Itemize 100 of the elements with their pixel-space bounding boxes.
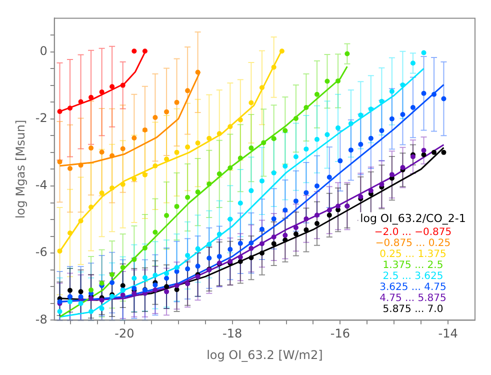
point xyxy=(441,96,446,102)
point xyxy=(293,231,298,236)
point xyxy=(132,290,137,296)
point xyxy=(282,164,288,169)
y-tick-label: -4 xyxy=(35,178,48,192)
point xyxy=(185,252,190,258)
point xyxy=(259,178,264,184)
text: 0.25 ... 1.375 xyxy=(380,248,446,260)
point xyxy=(238,254,243,260)
point xyxy=(282,208,288,213)
text: 3.625 ... 4.75 xyxy=(380,282,446,293)
point xyxy=(282,232,288,238)
text: −2.0 ... −0.875 xyxy=(374,226,452,238)
point xyxy=(174,265,180,270)
point xyxy=(164,213,170,218)
point xyxy=(304,146,309,152)
x-tick-label: -20 xyxy=(114,326,134,341)
point xyxy=(68,299,73,304)
point xyxy=(120,182,126,187)
x-axis-title: log OI_63.2 [W/m2] xyxy=(206,348,323,362)
point xyxy=(248,240,254,246)
point xyxy=(164,284,170,290)
point xyxy=(174,204,180,209)
point xyxy=(326,174,332,180)
point xyxy=(142,246,148,251)
point xyxy=(304,104,309,110)
point xyxy=(324,132,330,138)
point xyxy=(152,163,158,168)
point xyxy=(282,238,288,242)
point xyxy=(410,104,416,110)
point xyxy=(132,276,137,281)
point xyxy=(271,234,276,240)
point xyxy=(279,48,284,54)
point xyxy=(132,176,137,182)
point xyxy=(110,272,115,278)
point xyxy=(304,227,309,232)
point xyxy=(88,146,94,151)
y-tick-label: 0 xyxy=(40,44,48,58)
point xyxy=(389,172,394,178)
point xyxy=(228,165,233,170)
text: 5.875 ... 7.0 xyxy=(382,304,444,315)
text: −0.875 ... 0.25 xyxy=(375,238,451,249)
text: 1.375 ... 2.5 xyxy=(382,260,444,271)
point xyxy=(99,150,104,155)
point xyxy=(228,216,233,222)
point xyxy=(379,182,384,187)
y-axis-title: log Mgas [Msun] xyxy=(13,120,28,219)
point xyxy=(195,246,200,252)
point xyxy=(99,306,104,311)
point xyxy=(248,188,254,194)
point xyxy=(68,288,73,293)
point xyxy=(314,212,320,218)
point xyxy=(120,82,126,88)
point xyxy=(293,116,298,122)
point xyxy=(238,240,243,246)
point xyxy=(336,125,341,130)
point xyxy=(271,136,276,142)
point xyxy=(120,146,126,152)
point xyxy=(389,116,394,122)
point xyxy=(304,216,309,222)
point xyxy=(195,140,200,146)
point xyxy=(400,112,406,118)
point xyxy=(57,159,62,164)
point xyxy=(110,84,115,90)
point xyxy=(358,112,364,118)
point xyxy=(185,88,190,94)
point xyxy=(421,90,426,96)
point xyxy=(441,150,446,155)
point xyxy=(324,78,330,84)
y-tick-label: -2 xyxy=(35,110,48,125)
point xyxy=(142,48,148,54)
point xyxy=(152,272,158,278)
point xyxy=(68,166,73,172)
point xyxy=(326,208,332,213)
point xyxy=(368,136,374,141)
point xyxy=(88,288,94,292)
point xyxy=(88,308,94,314)
point xyxy=(142,172,148,178)
point xyxy=(314,183,320,188)
point xyxy=(142,275,148,280)
point xyxy=(99,298,104,303)
point xyxy=(238,156,243,161)
x-tick-label: -14 xyxy=(438,326,458,341)
point xyxy=(206,136,212,141)
point xyxy=(195,70,200,75)
point xyxy=(314,221,320,226)
x-tick-label: -18 xyxy=(222,326,242,341)
point xyxy=(389,88,394,94)
point xyxy=(259,241,264,246)
point xyxy=(261,140,266,146)
point xyxy=(110,153,115,158)
point xyxy=(248,255,254,260)
point xyxy=(120,292,126,298)
point xyxy=(195,190,200,195)
point xyxy=(410,60,416,66)
point xyxy=(368,188,374,194)
point xyxy=(152,115,158,120)
point xyxy=(99,280,104,286)
point xyxy=(216,171,222,176)
text: 4.75 ... 5.875 xyxy=(380,292,446,304)
